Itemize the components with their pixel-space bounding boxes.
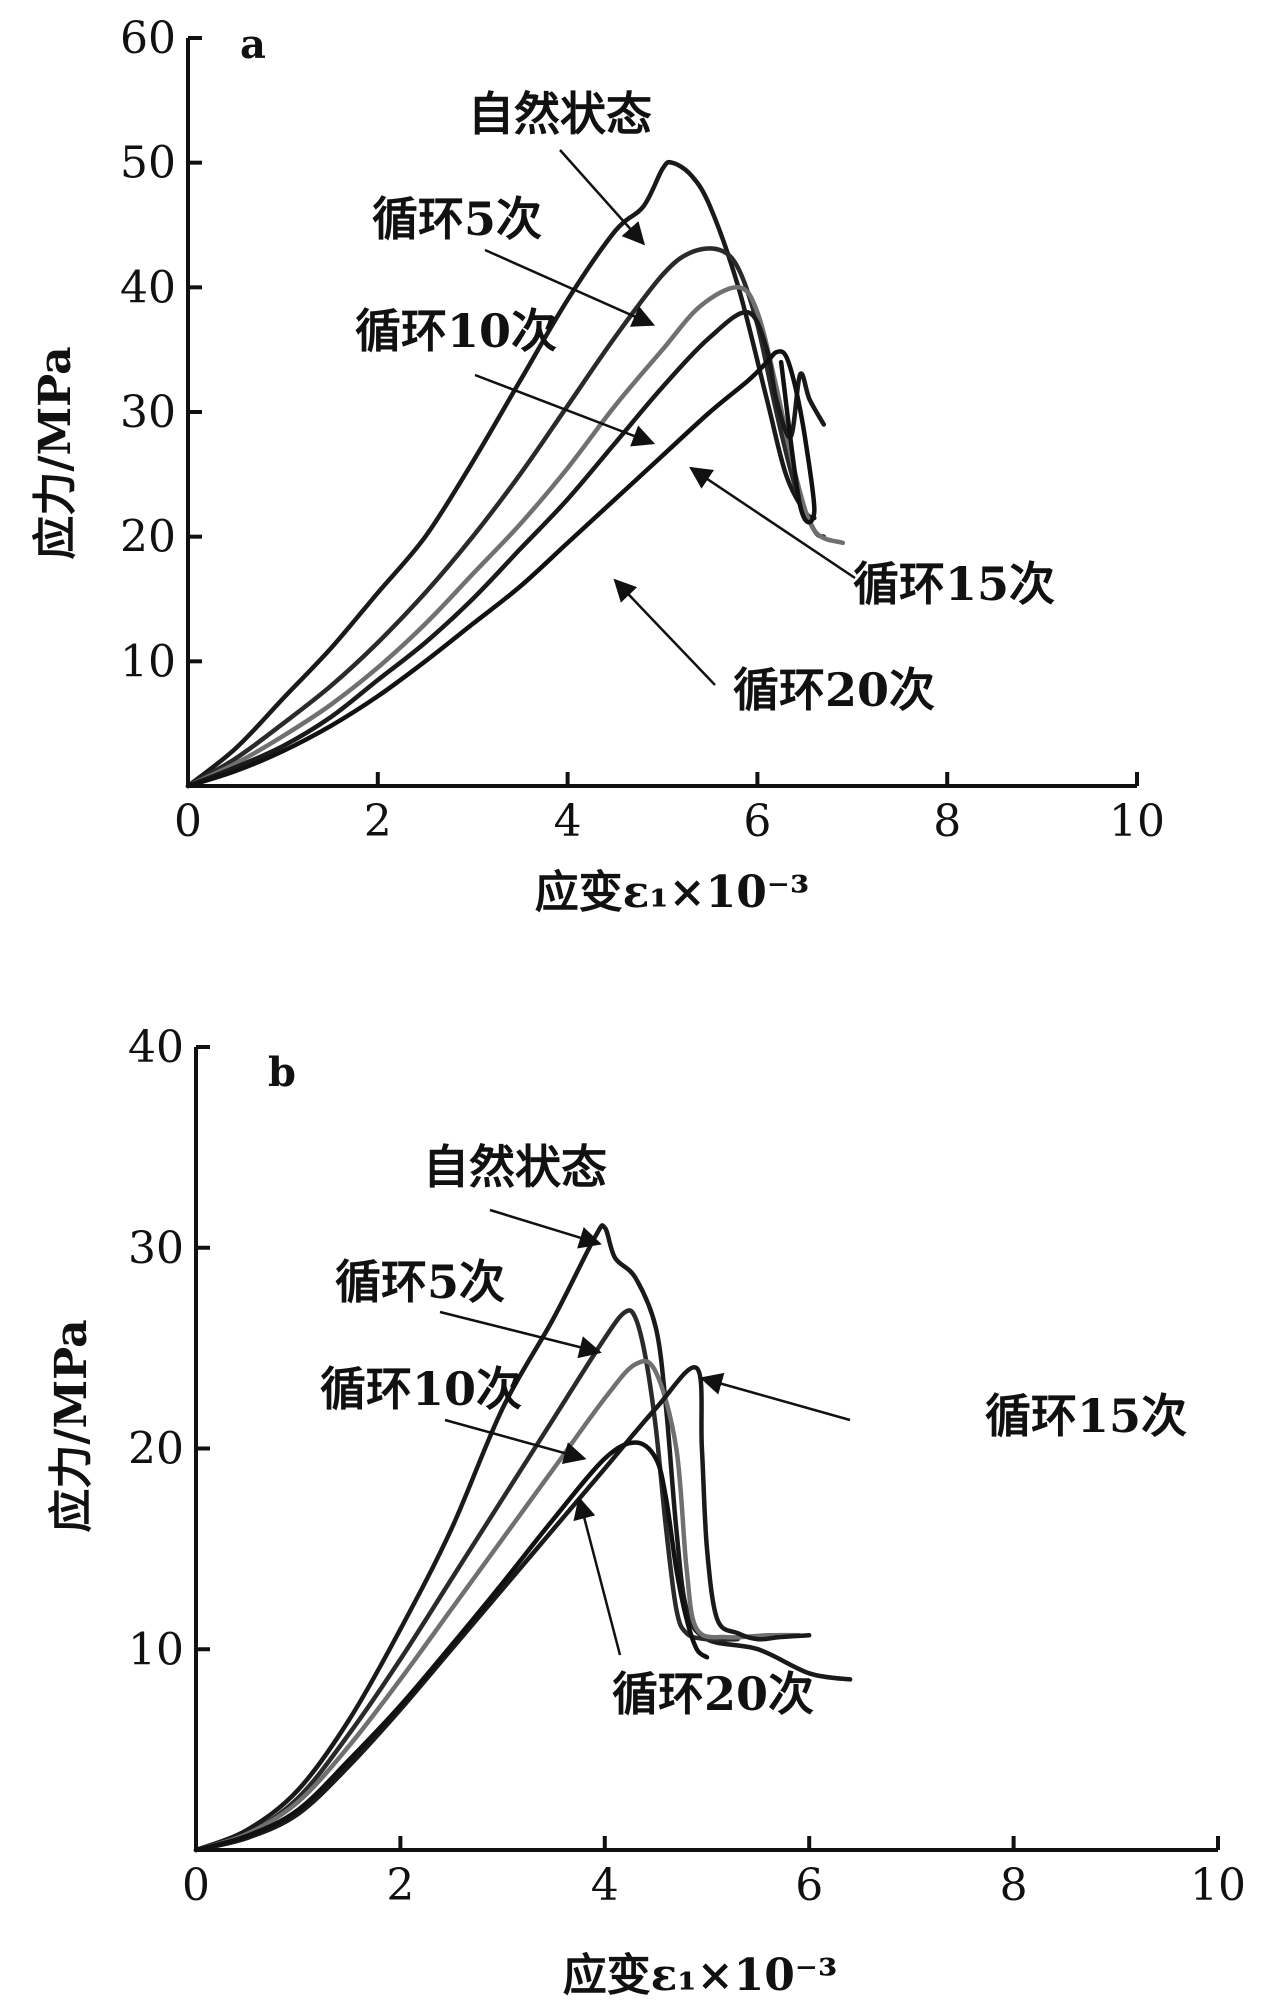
- panel-b-series-line-4: [193, 1440, 710, 1853]
- panel-b-axes: [194, 1045, 1220, 1852]
- panel-b-annotation-label-4: 循环20次: [612, 1667, 814, 1721]
- panel-b-series-line-2: [193, 1358, 802, 1853]
- panel-a-series-line-3: [185, 310, 827, 789]
- panel-a-annotation-label-1: 循环5次: [372, 192, 542, 246]
- panel-b-y-tick-label-3: 40: [128, 1022, 184, 1073]
- panel-a-series: [185, 159, 846, 789]
- panel-b-y-axis-title: 应力/MPa: [46, 1319, 97, 1532]
- panel-b-x-tick-label-3: 6: [795, 1860, 823, 1911]
- panel-a-series-line-1: [185, 246, 827, 789]
- panel-a-axes: [186, 36, 1139, 788]
- panel-b-tick-labels: 0 2 4 6 8 10 10 20 30 40: [128, 1022, 1246, 1911]
- panel-b-annotation-arrow-0: [489, 1208, 602, 1249]
- panel-a-letter: a: [240, 21, 266, 68]
- panel-b-y-tick-label-0: 10: [128, 1624, 184, 1675]
- panel-b-series-line-1: [193, 1308, 740, 1853]
- panel-b-y-tick-label-1: 20: [128, 1424, 184, 1475]
- panel-b-annotation-label-1: 循环5次: [335, 1255, 505, 1309]
- panel-a-annotation-arrow-0: [559, 149, 646, 246]
- panel-a-annotation-label-2: 循环10次: [355, 304, 557, 358]
- panel-a-series-line-2: [185, 285, 846, 789]
- panel-a-x-tick-label-3: 6: [743, 796, 771, 847]
- panel-b-x-tick-label-4: 8: [1000, 1860, 1028, 1911]
- panel-a-x-tick-label-1: 2: [364, 796, 392, 847]
- panel-b-y-tick-label-2: 30: [128, 1223, 184, 1274]
- panel-a-y-axis-title: 应力/MPa: [30, 346, 81, 559]
- panel-b-annotation-label-3: 循环15次: [985, 1389, 1187, 1443]
- panel-b-x-tick-label-2: 4: [591, 1860, 619, 1911]
- panel-a-x-axis-title: 应变ε₁×10⁻³: [535, 867, 810, 918]
- panel-b-series-line-0: [193, 1223, 853, 1853]
- panel-a-x-tick-label-5: 10: [1109, 796, 1165, 847]
- panel-b-x-tick-label-5: 10: [1190, 1860, 1246, 1911]
- panel-b-annotation-label-0: 自然状态: [423, 1140, 607, 1194]
- panel-b-x-tick-label-0: 0: [182, 1860, 210, 1911]
- panel-b-annotation-arrow-3: [699, 1372, 851, 1422]
- panel-a-y-tick-label-0: 10: [120, 636, 176, 687]
- panel-b-annotation-arrow-2: [444, 1418, 587, 1464]
- panel-a-annotation-arrow-3: [689, 466, 856, 580]
- panel-a-annotation-arrow-2: [474, 373, 656, 447]
- panel-b-series: [193, 1223, 853, 1853]
- panel-a-tick-labels: 0 2 4 6 8 10 10 20 30 40 50 60: [120, 13, 1165, 847]
- panel-a-annotation-label-4: 循环20次: [733, 663, 935, 717]
- panel-a-series-line-0: [185, 159, 817, 789]
- panel-a-annotation-arrow-1: [484, 248, 656, 327]
- panel-b-series-line-3: [193, 1365, 812, 1853]
- panel-b-letter: b: [268, 1049, 296, 1096]
- panel-a-annotation-arrow-4: [613, 578, 716, 686]
- panel-b-annotation-label-2: 循环10次: [320, 1362, 522, 1416]
- panel-a-y-tick-label-3: 40: [120, 262, 176, 313]
- panel-a-y-tick-label-5: 60: [120, 13, 176, 64]
- panel-a-y-tick-label-2: 30: [120, 387, 176, 438]
- panel-b-x-tick-label-1: 2: [386, 1860, 414, 1911]
- panel-a: 0 2 4 6 8 10 10 20 30 40 50 60 自然状态循环5次循环10次循环15次循环…: [30, 13, 1165, 918]
- panel-b-annotation-arrow-1: [439, 1310, 602, 1359]
- panel-a-x-tick-label-4: 8: [933, 796, 961, 847]
- panel-a-series-line-4: [185, 349, 817, 789]
- panel-a-annotation-label-3: 循环15次: [853, 557, 1055, 611]
- panel-a-y-tick-label-4: 50: [120, 138, 176, 189]
- panel-b-annotation-arrow-4: [573, 1496, 622, 1656]
- panel-a-y-tick-label-1: 20: [120, 512, 176, 563]
- panel-a-x-tick-label-0: 0: [174, 796, 202, 847]
- panel-a-annotation-label-0: 自然状态: [468, 87, 652, 141]
- panel-b-x-axis-title: 应变ε₁×10⁻³: [563, 1950, 838, 2001]
- panel-a-x-tick-label-2: 4: [554, 796, 582, 847]
- panel-b-annotations: 自然状态循环5次循环10次循环15次循环20次: [320, 1140, 1187, 1721]
